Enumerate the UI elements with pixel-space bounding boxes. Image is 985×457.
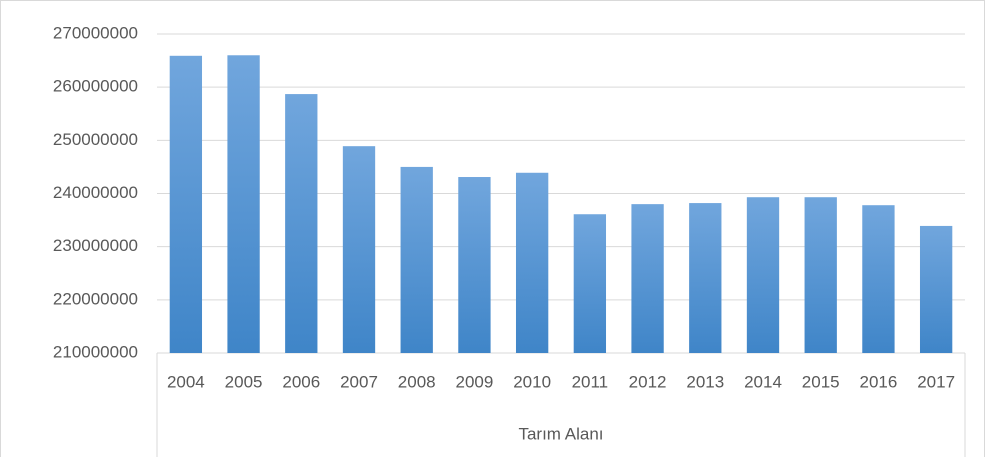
bar (573, 214, 607, 353)
x-tick-label: 2010 (513, 372, 551, 391)
bar (342, 146, 376, 353)
y-tick-label: 250000000 (53, 130, 138, 149)
y-tick-label: 230000000 (53, 236, 138, 255)
bar (919, 225, 953, 353)
x-tick-label: 2013 (686, 372, 724, 391)
bar (400, 166, 433, 353)
bar (515, 172, 549, 353)
x-axis-label: Tarım Alanı (518, 424, 603, 443)
bar (804, 197, 837, 353)
x-tick-label: 2017 (917, 372, 955, 391)
x-tick-label: 2008 (398, 372, 436, 391)
bar (631, 204, 664, 353)
x-tick-label: 2005 (225, 372, 263, 391)
x-tick-label: 2004 (167, 372, 205, 391)
x-tick-label: 2009 (456, 372, 494, 391)
bar (458, 177, 491, 353)
y-tick-label: 210000000 (53, 342, 138, 361)
bar (285, 94, 318, 353)
bar (862, 205, 895, 353)
y-tick-label: 260000000 (53, 77, 138, 96)
x-tick-label: 2012 (629, 372, 667, 391)
x-tick-label: 2014 (744, 372, 782, 391)
x-tick-label: 2016 (860, 372, 898, 391)
x-tick-label: 2007 (340, 372, 378, 391)
x-tick-label: 2015 (802, 372, 840, 391)
y-tick-label: 220000000 (53, 289, 138, 308)
bar (746, 197, 780, 353)
bar (227, 55, 260, 354)
bar (689, 203, 722, 353)
x-tick-label: 2011 (572, 372, 609, 391)
y-tick-label: 240000000 (53, 183, 138, 202)
y-tick-label: 270000000 (53, 23, 138, 42)
bar (169, 55, 203, 353)
x-tick-label: 2006 (282, 372, 320, 391)
